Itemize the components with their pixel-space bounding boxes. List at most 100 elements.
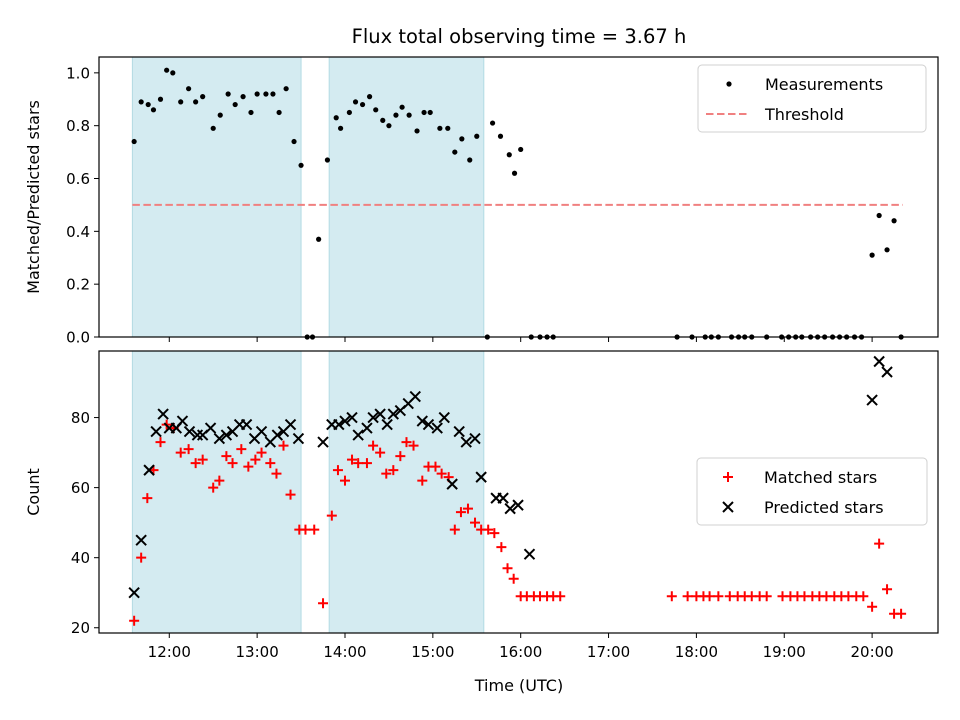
ratio-series-0-point-27 xyxy=(324,157,331,163)
count-xtick-label-7: 19:00 xyxy=(763,643,806,661)
count-series-0-point-28 xyxy=(332,465,343,476)
count-series-1-point-0 xyxy=(128,587,140,599)
ratio-series-0-point-54 xyxy=(518,146,524,153)
count-series-1-point-46 xyxy=(475,471,487,483)
ratio-series-0-point-37 xyxy=(393,112,399,118)
count-series-1-point-24 xyxy=(317,436,329,448)
count-series-0-point-85 xyxy=(858,591,869,602)
count-series-0-point-24 xyxy=(300,524,311,535)
count-series-0-point-27 xyxy=(326,510,337,521)
count-series-1-point-7 xyxy=(176,415,189,427)
count-series-0-point-13 xyxy=(221,451,232,462)
count-series-1-point-42 xyxy=(446,478,458,490)
ratio-legend-box xyxy=(697,64,927,133)
count-series-0-point-18 xyxy=(256,447,267,458)
ratio-series-0-point-48 xyxy=(474,133,480,139)
count-series-1-point-40 xyxy=(431,422,443,434)
count-series-0-point-52 xyxy=(496,542,507,553)
count-ytick-label-0: 20 xyxy=(71,619,90,637)
count-series-0-point-47 xyxy=(462,503,473,514)
count-x-ticks: 12:00 13:00 14:00 15:00 16:00 17:00 18:00 19:00… xyxy=(148,633,894,661)
count-series-0-point-26 xyxy=(318,598,329,609)
ratio-series-0-point-8 xyxy=(186,86,192,92)
count-series-0-point-25 xyxy=(309,524,320,535)
ratio-series-0-point-41 xyxy=(421,109,427,116)
count-xtick-label-5: 17:00 xyxy=(587,643,630,661)
ratio-shade-1 xyxy=(329,57,484,337)
count-series-1-point-28 xyxy=(346,411,358,424)
count-series-1-point-13 xyxy=(220,429,233,441)
count-series-1-point-1 xyxy=(135,534,147,546)
ratio-series-0-point-11 xyxy=(210,125,216,131)
ratio-series-0-point-19 xyxy=(270,91,276,97)
ratio-series-0-point-82 xyxy=(876,212,882,219)
count-series-1-point-4 xyxy=(157,408,169,420)
ratio-series-0-point-51 xyxy=(497,133,504,139)
count-y-ticks: 20 40 60 80 xyxy=(71,409,99,637)
ratio-series-0-point-47 xyxy=(467,157,473,163)
count-series-0-point-43 xyxy=(436,468,447,479)
ratio-series-0-point-21 xyxy=(283,86,289,92)
count-series-0-point-42 xyxy=(430,461,441,472)
ratio-series-0-point-33 xyxy=(366,94,373,100)
ratio-ytick-label-1: 0.2 xyxy=(66,276,90,294)
count-series-1-point-30 xyxy=(361,422,373,434)
ratio-series-0-point-14 xyxy=(232,101,238,108)
ratio-series-0-point-36 xyxy=(386,123,392,129)
ratio-series-0-point-20 xyxy=(276,109,282,116)
count-series-0-point-63 xyxy=(682,591,693,602)
count-series-1-point-26 xyxy=(333,418,345,431)
ratio-ytick-label-4: 0.8 xyxy=(66,117,90,135)
ratio-series-0-point-31 xyxy=(352,99,359,105)
count-series-0-point-54 xyxy=(508,573,519,584)
ratio-series-0-point-15 xyxy=(240,94,246,100)
count-series-1-point-51 xyxy=(523,548,536,560)
count-series-0-point-90 xyxy=(896,608,907,619)
count-series-0-point-35 xyxy=(381,468,392,479)
count-series-1-point-32 xyxy=(374,408,386,420)
count-series-0-point-38 xyxy=(401,437,412,448)
ratio-series-0-point-0 xyxy=(131,138,137,145)
count-series-0-point-45 xyxy=(449,524,460,535)
count-xtick-label-1: 13:00 xyxy=(236,643,279,661)
count-series-1-point-45 xyxy=(469,432,481,445)
count-series-1-point-31 xyxy=(367,411,379,424)
count-series-0-point-48 xyxy=(470,517,481,528)
count-series-1-point-23 xyxy=(292,432,305,445)
count-series-1-point-27 xyxy=(339,415,351,427)
ratio-shaded-intervals xyxy=(131,57,485,337)
x-axis-label: Time (UTC) xyxy=(474,676,563,695)
ratio-series-0-point-5 xyxy=(164,67,170,73)
count-series-1-point-22 xyxy=(284,418,297,431)
count-series-0-point-1 xyxy=(136,552,147,563)
count-series-0-point-53 xyxy=(502,563,513,574)
count-series-1-point-43 xyxy=(453,425,465,438)
ratio-series-0-point-17 xyxy=(254,91,260,97)
ratio-series-0-point-30 xyxy=(346,109,352,116)
ratio-series-0-point-32 xyxy=(359,101,366,108)
count-series-0-point-88 xyxy=(882,584,893,595)
ratio-series-0-point-39 xyxy=(406,112,412,118)
ratio-series-0-point-40 xyxy=(414,128,420,134)
count-series-0-point-51 xyxy=(489,528,500,539)
count-y-axis-label: Count xyxy=(24,468,43,516)
count-series-0-point-34 xyxy=(375,447,386,458)
ratio-legend-label-0: Measurements xyxy=(765,75,883,94)
count-series-0-point-12 xyxy=(214,475,225,486)
count-series-1-point-29 xyxy=(352,429,364,441)
count-series-1-point-2 xyxy=(143,464,155,476)
ratio-series-0-point-28 xyxy=(333,115,339,121)
count-series-0-point-87 xyxy=(874,538,885,549)
count-series-0-point-10 xyxy=(197,454,208,465)
count-shaded-intervals xyxy=(131,351,485,633)
count-series-1-point-41 xyxy=(438,411,450,424)
count-series-1-point-54 xyxy=(881,366,893,378)
count-series-1-point-8 xyxy=(183,425,196,438)
ratio-series-0-point-18 xyxy=(263,91,269,97)
ratio-series-0-point-46 xyxy=(459,136,465,142)
count-series-1-point-44 xyxy=(460,436,472,448)
ratio-y-ticks: 0.0 0.2 0.4 0.6 0.8 1.0 xyxy=(66,64,99,347)
count-ytick-label-2: 60 xyxy=(71,479,90,497)
count-series-0-point-33 xyxy=(368,440,379,451)
count-xtick-label-6: 18:00 xyxy=(675,643,718,661)
